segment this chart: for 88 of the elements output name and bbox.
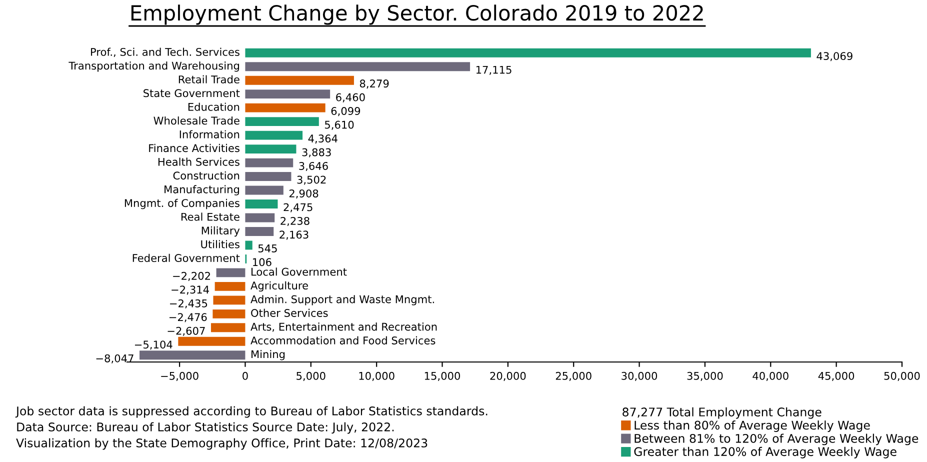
data-label: 106 [253, 258, 272, 266]
source-note: Data Source: Bureau of Labor Statistics Source Date: July, 2022. [17, 422, 394, 434]
y-tick-label: Health Services [158, 158, 240, 166]
x-tick-label: 30,000 [622, 372, 658, 381]
y-tick-label: Federal Government [132, 254, 240, 262]
y-tick-label: Military [202, 226, 240, 237]
y-tick-label: Construction [173, 171, 240, 180]
data-label: 2,163 [280, 230, 308, 240]
bar [245, 103, 326, 112]
x-tick-label: 15,000 [424, 372, 460, 381]
data-label: 545 [258, 244, 277, 252]
y-tick-label: Admin. Support and Waste Mngmt. [250, 295, 434, 306]
bar [140, 350, 246, 360]
x-tick-label: 20,000 [490, 372, 526, 381]
y-tick-label: Manufacturing [164, 185, 240, 196]
data-label: −8,047 [96, 354, 134, 364]
y-tick-label: Finance Activities [149, 144, 240, 152]
data-label: 2,475 [284, 203, 312, 212]
y-tick-label: Agriculture [250, 281, 308, 292]
bar [245, 200, 278, 208]
y-tick-label: Transportation and Warehousing [68, 62, 240, 72]
x-tick-label: 25,000 [556, 372, 592, 381]
x-tick-label: 35,000 [687, 372, 723, 381]
bar [245, 172, 292, 181]
bar [245, 76, 354, 85]
legend-label: Between 81% to 120% of Average Weekly Wage [634, 434, 918, 446]
data-label: −2,476 [169, 313, 207, 322]
text: Visualization by the State Demography Office, Print Date: 12/08/2023 [16, 438, 428, 450]
data-label: −2,314 [172, 286, 209, 295]
y-tick-label: State Government [144, 89, 240, 98]
data-label: 6,460 [336, 93, 365, 102]
data-label: 8,279 [360, 80, 389, 89]
data-label: 3,502 [297, 176, 326, 185]
bar [245, 144, 296, 154]
data-label: 43,069 [816, 52, 852, 62]
bar [212, 309, 246, 318]
data-label: 3,883 [302, 148, 331, 158]
x-tick-label: 10,000 [359, 372, 394, 381]
data-label: 2,238 [280, 216, 310, 226]
data-label: 3,646 [299, 162, 328, 172]
x-tick-label: 50,000 [884, 372, 920, 381]
bar [178, 336, 246, 346]
bar [245, 130, 303, 140]
bar [245, 213, 275, 222]
y-tick-label: Arts, Entertainment and Recreation [250, 322, 437, 332]
x-tick-label: 40,000 [752, 372, 788, 381]
data-label: −2,607 [168, 326, 205, 336]
bar [245, 62, 470, 72]
data-label: −2,435 [170, 299, 208, 308]
y-tick-label: Real Estate [181, 212, 240, 221]
bar [210, 323, 246, 332]
x-tick-label: −5,000 [161, 372, 198, 381]
legend-label: Greater than 120% of Average Weekly Wage [634, 446, 896, 458]
bar [245, 90, 330, 99]
bar [213, 296, 246, 305]
text: Job sector data is suppressed according to Bureau of Labor Statistics standards. [15, 406, 488, 418]
bar [216, 268, 246, 278]
data-label: 17,115 [476, 66, 512, 75]
bar [245, 227, 274, 236]
y-tick-label: Wholesale Trade [154, 116, 240, 125]
y-tick-label: Prof., Sci. and Tech. Services [91, 48, 240, 58]
bar [245, 240, 252, 250]
data-label: 4,364 [308, 134, 338, 144]
legend-label: Less than 80% of Average Weekly Wage [634, 420, 870, 432]
bar [214, 282, 246, 291]
x-tick-label: 45,000 [818, 372, 854, 381]
legend-title: 87,277 Total Employment Change [622, 407, 822, 419]
y-tick-label: Retail Trade [178, 75, 240, 84]
y-tick-label: Education [188, 102, 240, 111]
data-label: 2,908 [289, 189, 318, 199]
bar [245, 158, 294, 168]
x-tick-label: 5,000 [296, 372, 326, 381]
bar [245, 48, 811, 58]
x-tick-label: 0 [242, 372, 248, 380]
bar [245, 186, 284, 195]
data-label: −2,202 [173, 272, 210, 281]
data-label: −5,104 [134, 340, 172, 350]
y-tick-label: Other Services [251, 308, 328, 317]
y-tick-label: Mining [252, 350, 285, 360]
y-tick-label: Utilities [201, 240, 240, 248]
chart-title: Employment Change by Sector. Colorado 2019 to 2022 [131, 4, 703, 25]
bar [245, 117, 319, 126]
y-tick-label: Local Government [252, 268, 347, 276]
data-label: 6,099 [331, 107, 360, 116]
y-tick-label: Mngmt. of Companies [124, 198, 240, 210]
y-tick-label: Information [180, 130, 240, 138]
data-label: 5,610 [324, 120, 354, 130]
y-tick-label: Accommodation and Food Services [250, 336, 436, 344]
